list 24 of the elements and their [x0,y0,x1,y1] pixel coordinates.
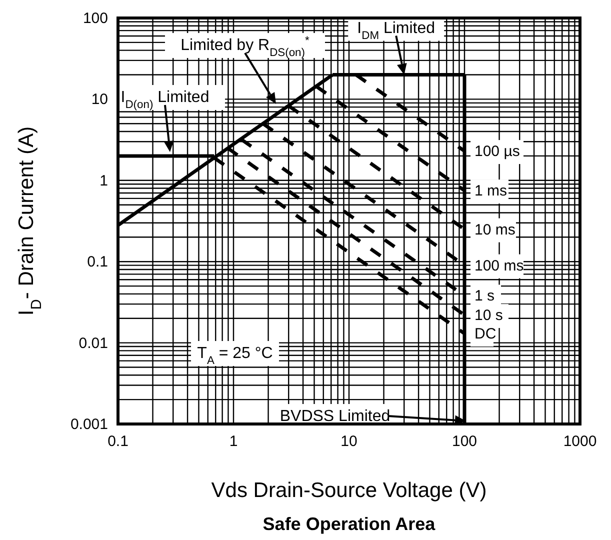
annotation: I$_{D(on)}$ Limited [120,89,210,111]
annotation: BVDSS Limited [280,408,390,425]
series-label: 100 ms [474,257,524,274]
x-tick-label: 0.1 [108,433,128,450]
y-tick-label: 1 [100,172,108,190]
series-label: 100 µs [474,143,520,160]
y-tick-label: 0.01 [78,334,108,352]
series-label: DC [474,326,496,343]
x-tick-label: 100 [452,433,478,450]
series-label: 1 s [474,288,495,305]
x-tick-label: 10 [340,433,358,450]
annotation: I$_{DM}$ Limited [357,20,436,42]
series-label: 10 s [474,306,503,324]
y-tick-label: 0.001 [70,416,108,433]
text: Safe Operation Area [262,514,436,534]
annotation: T$_{A}$ = 25 °C [197,345,273,367]
series-label: 10 ms [474,221,516,238]
x-tick-label: 1000 [563,433,597,450]
series-label: 1 ms [474,182,508,200]
x-tick-label: 1 [229,433,238,450]
x-axis-title: Vds Drain-Source Voltage (V) [211,479,487,502]
y-tick-label: 100 [82,10,108,27]
y-tick-label: 10 [91,91,108,108]
y-tick-label: 0.1 [87,254,108,271]
